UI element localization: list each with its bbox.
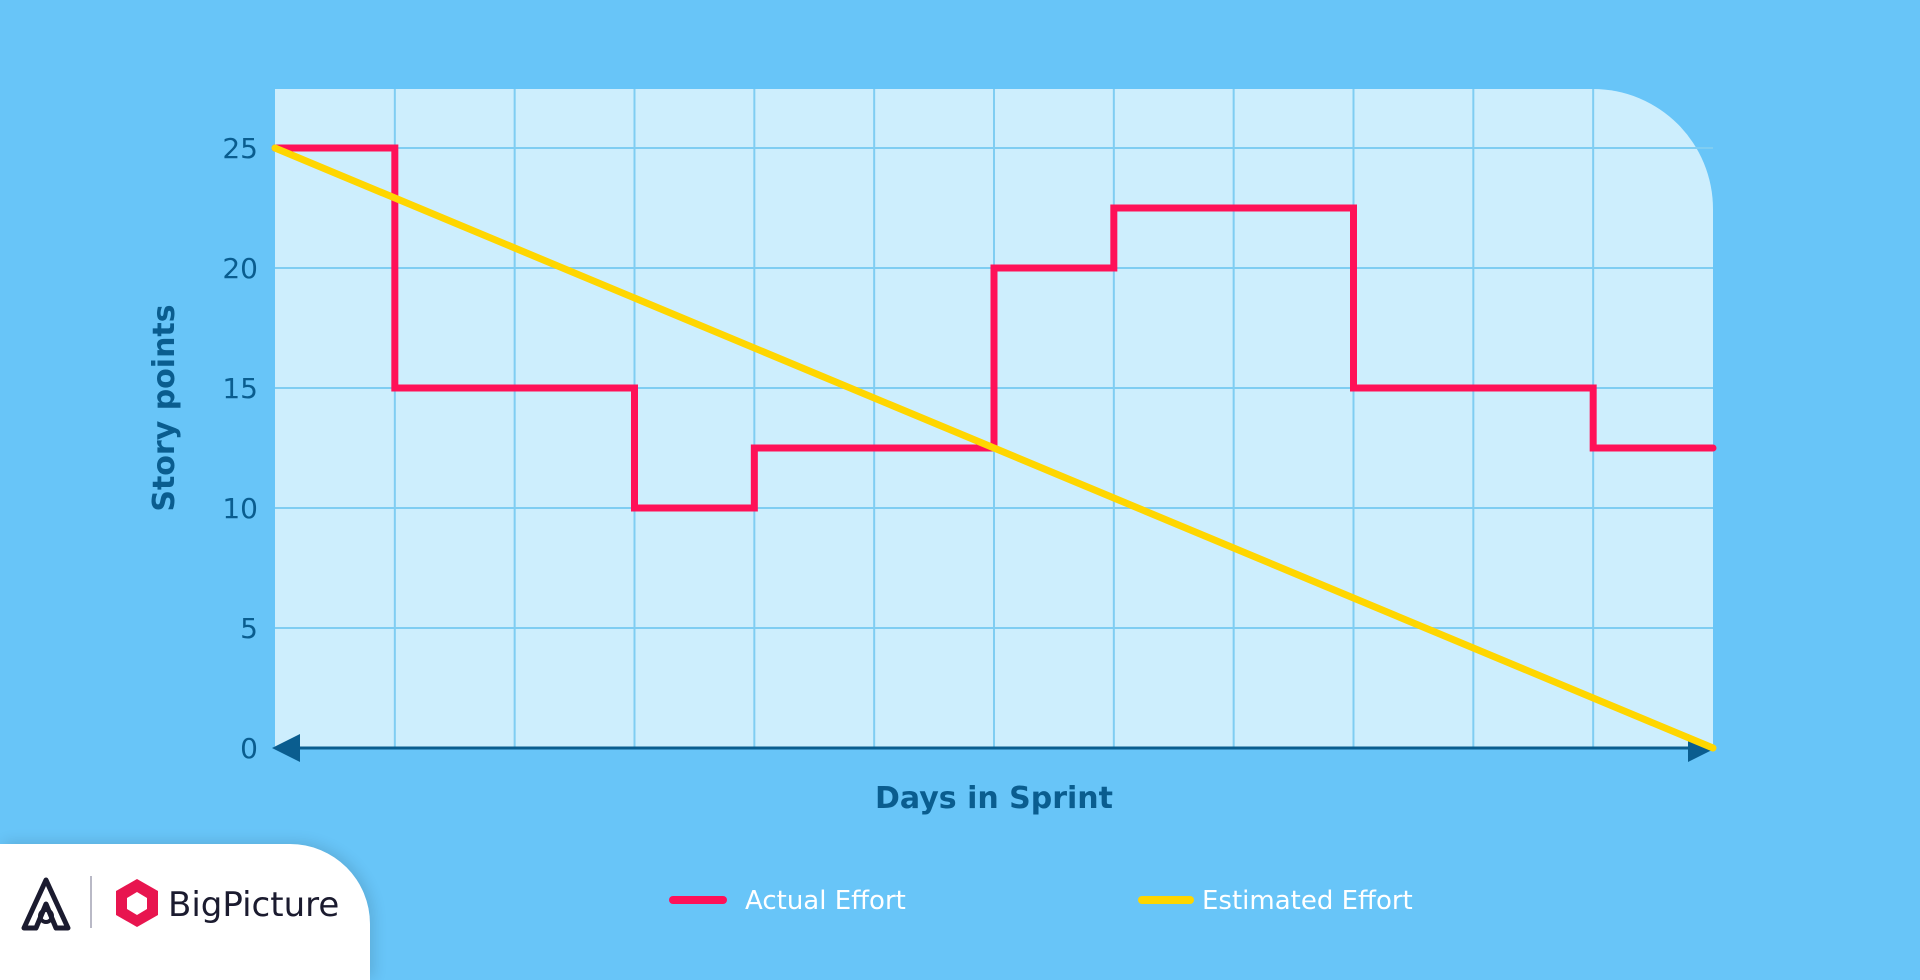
- atlassian-partner-icon: [21, 877, 71, 931]
- legend-label-estimated-effort: Estimated Effort: [1202, 886, 1413, 916]
- series-line-estimated-effort: [271, 144, 1717, 752]
- y-axis-ticks: 0 5 10 15 20 25: [222, 132, 258, 765]
- data-series: [271, 144, 1717, 752]
- x-axis-left-arrow-icon: [272, 734, 300, 762]
- brand-name: BigPicture: [168, 885, 340, 925]
- y-tick-label: 10: [222, 492, 258, 525]
- y-tick-label: 5: [240, 612, 258, 645]
- legend-label-actual-effort: Actual Effort: [745, 886, 906, 916]
- y-tick-label: 20: [222, 252, 258, 285]
- legend: Actual Effort Estimated Effort: [669, 886, 1413, 916]
- bigpicture-logo-icon: [116, 879, 158, 927]
- series-line-actual-effort: [271, 144, 1717, 512]
- y-axis-title: Story points: [147, 304, 182, 511]
- brand-logo-card: BigPicture: [0, 844, 370, 980]
- grid-lines: [275, 89, 1713, 748]
- y-tick-label: 25: [222, 132, 258, 165]
- y-tick-label: 0: [240, 732, 258, 765]
- x-axis-title: Days in Sprint: [875, 781, 1113, 816]
- y-tick-label: 15: [222, 372, 258, 405]
